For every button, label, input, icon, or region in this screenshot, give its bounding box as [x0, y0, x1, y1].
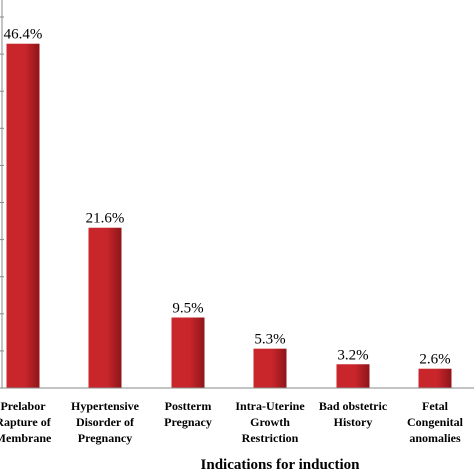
bar	[171, 317, 205, 388]
category-label-line: Pregnacy	[164, 415, 212, 429]
bar-value-label: 21.6%	[86, 211, 125, 227]
bars	[6, 43, 452, 388]
category-label-line: Pregnancy	[78, 431, 132, 445]
category-label: Fetal Congenital anomalies	[407, 399, 464, 445]
bar-value-label: 9.5%	[172, 301, 203, 317]
category-label-line: Fetal	[422, 399, 449, 413]
bar-value-label: 3.2%	[337, 347, 368, 363]
category-label-line: Postterm	[165, 399, 212, 413]
category-label-line: Hypertensive	[71, 399, 140, 413]
x-axis-title: Indications for induction	[201, 457, 361, 473]
category-label-line: Intra-Uterine	[235, 399, 305, 413]
bar	[336, 364, 370, 388]
y-axis	[0, 0, 4, 389]
category-label: Prelabor Rapture of Membrane	[0, 399, 52, 445]
category-label-line: anomalies	[409, 431, 461, 445]
category-label: Bad obstetric History	[319, 399, 388, 429]
bar	[253, 348, 287, 388]
category-label-line: Disorder of	[76, 415, 135, 429]
bar-value-label: 46.4%	[4, 27, 43, 43]
category-label-line: Bad obstetric	[319, 399, 388, 413]
category-label-line: History	[334, 415, 373, 429]
bar	[418, 368, 452, 388]
category-label: Intra-Uterine Growth Restriction	[235, 399, 305, 445]
bar	[88, 227, 122, 388]
category-label: Hypertensive Disorder of Pregnancy	[71, 399, 140, 445]
category-label-line: Rapture of	[0, 415, 52, 429]
category-label: Postterm Pregnacy	[164, 399, 212, 429]
bar-value-label: 5.3%	[254, 332, 285, 348]
bar-value-label: 2.6%	[419, 352, 450, 368]
category-label-line: Congenital	[407, 415, 464, 429]
category-label-line: Growth	[250, 415, 290, 429]
bar	[6, 43, 40, 388]
category-label-line: Prelabor	[0, 399, 46, 413]
category-label-line: Restriction	[242, 431, 299, 445]
category-label-line: Membrane	[0, 431, 52, 445]
category-labels: Prelabor Rapture of Membrane Hypertensive Di…	[0, 399, 464, 445]
value-labels: 46.4% 21.6% 9.5% 5.3% 3.2% 2.6%	[4, 27, 451, 368]
